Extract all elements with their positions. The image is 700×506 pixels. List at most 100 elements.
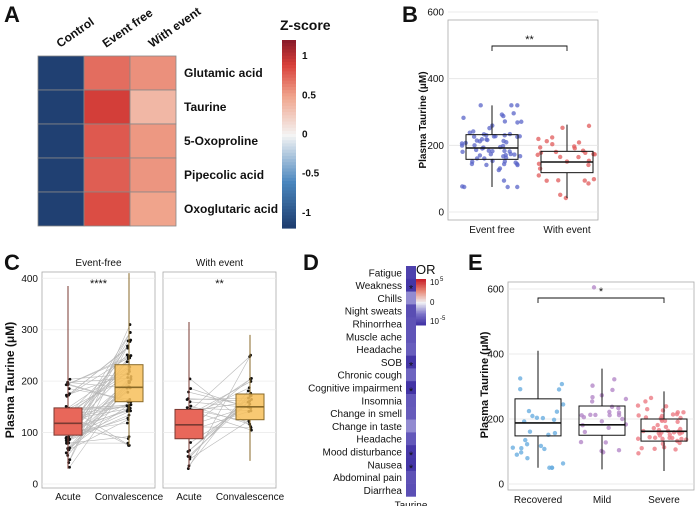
legend-gradient-step <box>282 40 296 44</box>
panel-b-point <box>536 173 541 178</box>
panel-b-point <box>519 119 524 124</box>
panel-d-legend-step <box>416 314 426 317</box>
panel-b-point <box>586 181 591 186</box>
panel-d-star: * <box>409 463 414 475</box>
legend-gradient-step <box>282 171 296 176</box>
panel-c-pair-line <box>68 341 131 463</box>
panel-e-ytick-label: 400 <box>487 350 504 361</box>
panel-c-ytick-label: 0 <box>32 480 38 491</box>
panel-c-xtick-label: Convalescence <box>216 492 285 503</box>
panel-b-point <box>460 184 465 189</box>
legend-gradient-step <box>282 181 296 185</box>
panel-e-point <box>530 413 535 419</box>
panel-e-point <box>589 399 595 404</box>
legend-gradient-step <box>282 177 296 182</box>
panel-d-cell <box>406 406 416 420</box>
panel-d-row-label: Cognitive impairment <box>308 384 402 395</box>
legend-gradient-step <box>282 199 296 204</box>
legend-gradient-step <box>282 224 296 229</box>
panel-e-point <box>559 381 565 387</box>
legend-gradient-step <box>282 206 296 210</box>
legend-gradient-step <box>282 140 296 144</box>
panel-e-point <box>540 415 546 421</box>
panel-d-legend-step <box>416 279 426 282</box>
panel-b-point <box>537 166 543 171</box>
panel-d-legend-step <box>416 309 426 312</box>
panel-d-cell <box>406 381 416 395</box>
heatmap-cell <box>83 123 131 159</box>
legend-gradient-step <box>282 184 296 188</box>
panel-d-legend-bot-exp: -5 <box>440 316 446 322</box>
panel-e-point <box>663 424 669 430</box>
panel-b-point <box>473 147 479 153</box>
panel-d-row-label: Headache <box>356 435 402 446</box>
panel-c-xtick-label: Acute <box>176 492 202 503</box>
panel-b-0-box <box>465 134 519 160</box>
heatmap-cell <box>37 191 85 227</box>
panel-b-point <box>515 184 520 190</box>
panel-e-point <box>616 405 621 411</box>
panel-b-point <box>517 153 523 159</box>
legend-gradient-step <box>282 187 296 191</box>
legend-gradient-step <box>282 108 296 113</box>
panel-e-point <box>607 409 612 415</box>
panel-b-point <box>460 149 465 154</box>
panel-c-ytick-label: 300 <box>21 325 38 336</box>
legend-gradient-step <box>282 115 296 119</box>
panel-e-point <box>581 415 587 420</box>
legend-gradient-step <box>282 61 296 66</box>
panel-d-legend-bot: 10 <box>430 317 439 326</box>
panel-d-cell <box>406 432 416 446</box>
heatmap-cell <box>37 89 85 125</box>
panel-d-legend-step <box>416 282 426 285</box>
panel-c-pair-line <box>67 357 130 385</box>
panel-d-row-label: Abdominal pain <box>333 473 402 484</box>
panel-b-point <box>553 149 559 155</box>
panel-d-row-label: Mood disturbance <box>323 448 403 459</box>
panel-e-0-box <box>514 398 562 437</box>
panel-d-legend-step <box>416 303 426 306</box>
heatmap-cell <box>129 123 177 159</box>
panel-b-point <box>482 156 487 161</box>
panel-d-legend-step <box>416 317 426 320</box>
panel-d-legend-step <box>416 323 426 326</box>
legend-gradient-step <box>282 218 296 223</box>
panel-e-point <box>525 455 530 461</box>
panel-e-point <box>534 415 540 421</box>
panel-b-point <box>508 151 513 157</box>
panel-b-point <box>478 103 483 108</box>
panel-e-point <box>643 399 648 404</box>
panel-e-point <box>549 465 555 470</box>
panel-b-point <box>502 133 507 138</box>
panel-b-point <box>512 152 517 157</box>
legend-title: Z-score <box>280 17 331 33</box>
panel-b-point <box>467 130 473 135</box>
panel-b-plot-area <box>447 19 599 221</box>
panel-e-point <box>670 435 675 441</box>
panel-d-star: * <box>409 284 414 296</box>
legend-gradient-step <box>282 146 296 151</box>
panel-c-pair-line <box>66 414 130 442</box>
panel-d-legend-step <box>416 288 426 291</box>
panel-c-point <box>189 404 193 408</box>
legend-gradient-step <box>282 212 296 217</box>
panel-c-point <box>68 465 71 469</box>
panel-b-point <box>499 112 505 117</box>
legend-gradient-step <box>282 93 296 97</box>
panel-d-row-label: Headache <box>356 345 402 356</box>
legend-gradient-step <box>282 209 296 213</box>
panel-b-point <box>586 123 592 129</box>
legend-gradient-step <box>282 118 296 123</box>
panel-e-point <box>612 377 617 382</box>
panel-d-legend-step <box>416 292 426 295</box>
panel-d-row-label: Fatigue <box>369 268 403 279</box>
heatmap-cell <box>129 157 177 193</box>
panel-c-significance: **** <box>90 278 108 290</box>
panel-e-point <box>526 408 532 414</box>
legend-gradient-step <box>282 215 296 220</box>
panel-e-point <box>527 429 533 434</box>
panel-d-cell <box>406 355 416 369</box>
panel-b-point <box>591 177 597 182</box>
panel-e-xtick-label: Recovered <box>514 495 562 506</box>
panel-e-point <box>552 430 558 436</box>
